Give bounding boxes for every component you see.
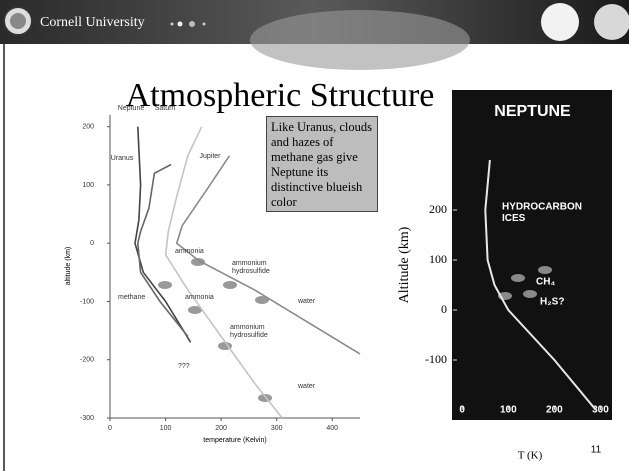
annotation: ammonium	[230, 324, 265, 331]
annotation: water	[297, 298, 316, 305]
institution: Cornell University	[40, 15, 145, 30]
series-label: Uranus	[111, 155, 134, 162]
series-line	[136, 163, 189, 337]
cloud-icon	[223, 281, 237, 289]
series-label: Saturn	[155, 105, 176, 112]
dot	[177, 21, 183, 27]
cloud-icon	[511, 274, 525, 282]
y-tick-label: 0	[441, 302, 447, 316]
cloud-icon	[191, 258, 205, 266]
y-tick-label: 100	[82, 182, 94, 189]
planet-ring	[250, 10, 470, 70]
y-tick-label: -200	[80, 357, 94, 364]
annotation: ammonia	[175, 248, 204, 255]
annotation: water	[297, 383, 316, 390]
annotation: hydrosulfide	[230, 332, 268, 339]
annotation: methane	[118, 294, 145, 301]
x-tick-label: 200	[546, 405, 563, 416]
x-tick-label: 100	[500, 405, 517, 416]
series-line	[484, 159, 597, 411]
cloud-icon	[523, 290, 537, 298]
y-tick-label: -300	[80, 415, 94, 422]
planet	[594, 4, 629, 40]
dot	[189, 21, 195, 27]
x-tick-label: 300	[271, 425, 283, 432]
annotation: ICES	[502, 213, 526, 224]
cloud-icon	[255, 296, 269, 304]
y-tick-label: 200	[429, 202, 447, 216]
series-line	[164, 126, 283, 419]
annotation: H₂S?	[540, 297, 564, 308]
y-tick-label: 0	[90, 240, 94, 247]
series-line	[134, 126, 192, 343]
cloud-icon	[158, 281, 172, 289]
annotation: ammonia	[185, 294, 214, 301]
cloud-icon	[188, 306, 202, 314]
callout: Like Uranus, clouds and hazes of methane…	[266, 116, 378, 212]
logo-inner	[10, 13, 26, 29]
series-label: Neptune	[118, 105, 145, 112]
y-axis-label: Altitude (km)	[397, 226, 412, 303]
planet	[541, 3, 579, 41]
y-axis-label: altitude (km)	[65, 247, 72, 286]
y-tick-label: 100	[429, 252, 447, 266]
x-tick-label: 300	[592, 405, 609, 416]
y-tick-label: -100	[80, 298, 94, 305]
annotation: hydrosulfide	[232, 268, 270, 275]
x-axis-label: T (K)	[518, 450, 543, 462]
annotation: HYDROCARBON	[502, 202, 582, 213]
x-tick-label: 0	[459, 405, 465, 416]
slide-number: 11	[591, 445, 602, 456]
y-tick-label: 200	[82, 123, 94, 130]
annotation: CH₄	[536, 277, 555, 288]
x-tick-label: 400	[326, 425, 338, 432]
cloud-icon	[538, 266, 552, 274]
annotation: ???	[178, 363, 190, 370]
annotation: ammonium	[232, 260, 267, 267]
x-axis-label: temperature (Kelvin)	[203, 437, 266, 444]
series-line	[175, 155, 361, 355]
y-tick-label: -100	[425, 352, 447, 366]
series-label: Jupiter	[199, 153, 221, 160]
dot	[170, 22, 174, 26]
x-tick-label: 0	[108, 425, 112, 432]
x-tick-label: 100	[160, 425, 172, 432]
neptune-panel	[452, 90, 612, 420]
slide-title: Atmospheric Structure	[126, 77, 435, 114]
dot	[202, 22, 206, 26]
chart-title: NEPTUNE	[494, 103, 571, 120]
x-tick-label: 200	[215, 425, 227, 432]
